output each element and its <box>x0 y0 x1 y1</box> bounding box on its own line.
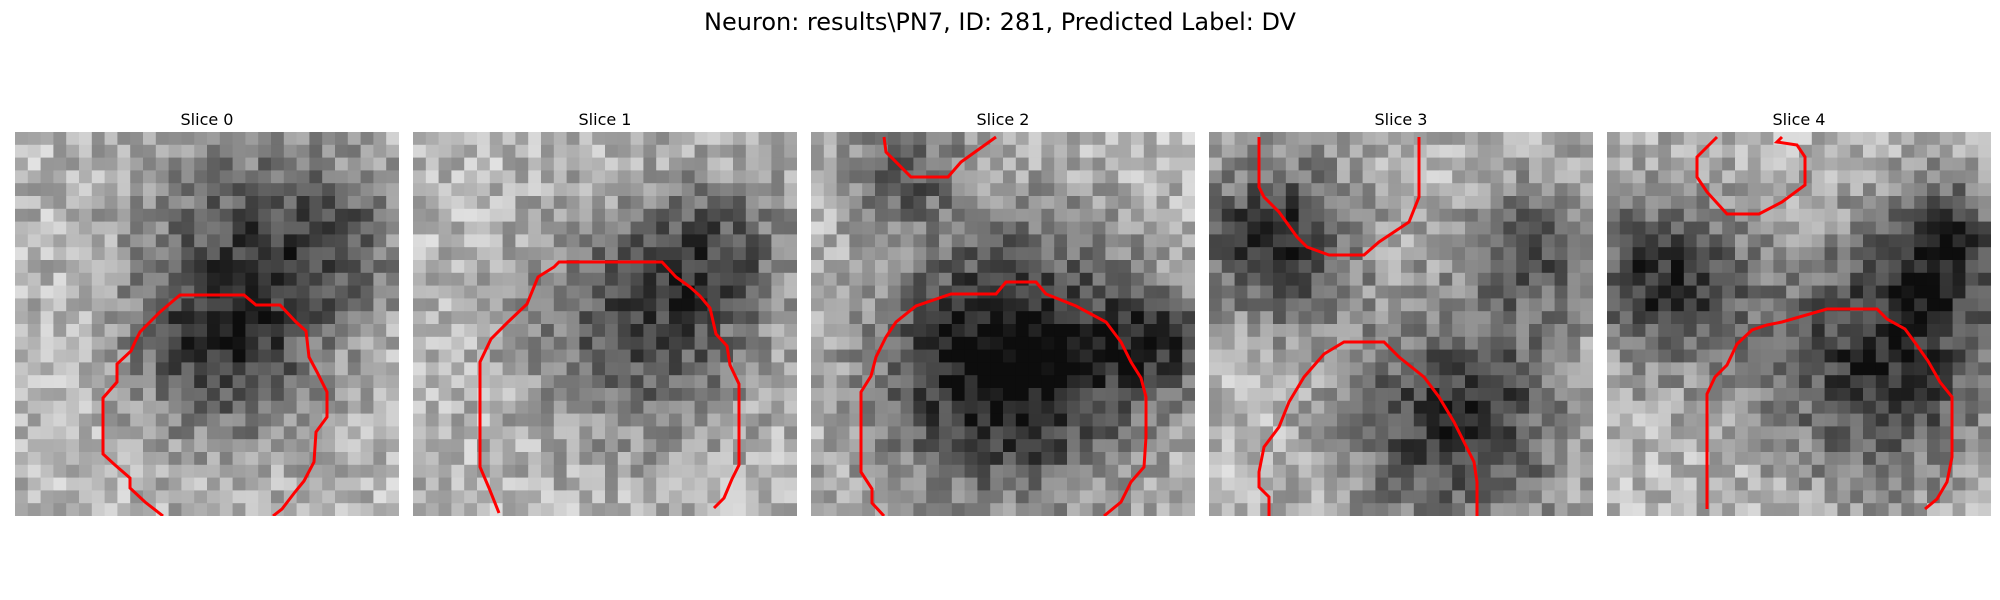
slice-title-2: Slice 2 <box>976 110 1030 129</box>
neuron-contour <box>1257 137 1421 257</box>
neuron-contour <box>1257 340 1479 516</box>
slice-title-1: Slice 1 <box>578 110 632 129</box>
slice-panel-0: Slice 0 <box>15 108 399 516</box>
slice-title-4: Slice 4 <box>1772 110 1826 129</box>
slice-title-3: Slice 3 <box>1374 110 1428 129</box>
slice-panel-2: Slice 2 <box>811 108 1195 516</box>
slice-panel-3: Slice 3 <box>1209 108 1593 516</box>
slice-panel-1: Slice 1 <box>413 108 797 516</box>
slice-panel-4: Slice 4 <box>1607 108 1991 516</box>
slice-image-3 <box>1209 132 1593 516</box>
figure-title: Neuron: results\PN7, ID: 281, Predicted … <box>704 8 1296 36</box>
slice-image-0 <box>15 132 399 516</box>
slice-image-1 <box>413 132 797 516</box>
neuron-contour <box>478 260 741 514</box>
neuron-contour <box>882 135 997 179</box>
slice-image-2 <box>811 132 1195 516</box>
neuron-contour <box>1695 135 1807 216</box>
neuron-contour <box>859 280 1148 516</box>
neuron-contour <box>1705 307 1954 511</box>
slice-title-0: Slice 0 <box>180 110 234 129</box>
neuron-contour <box>101 293 329 516</box>
slice-image-4 <box>1607 132 1991 516</box>
